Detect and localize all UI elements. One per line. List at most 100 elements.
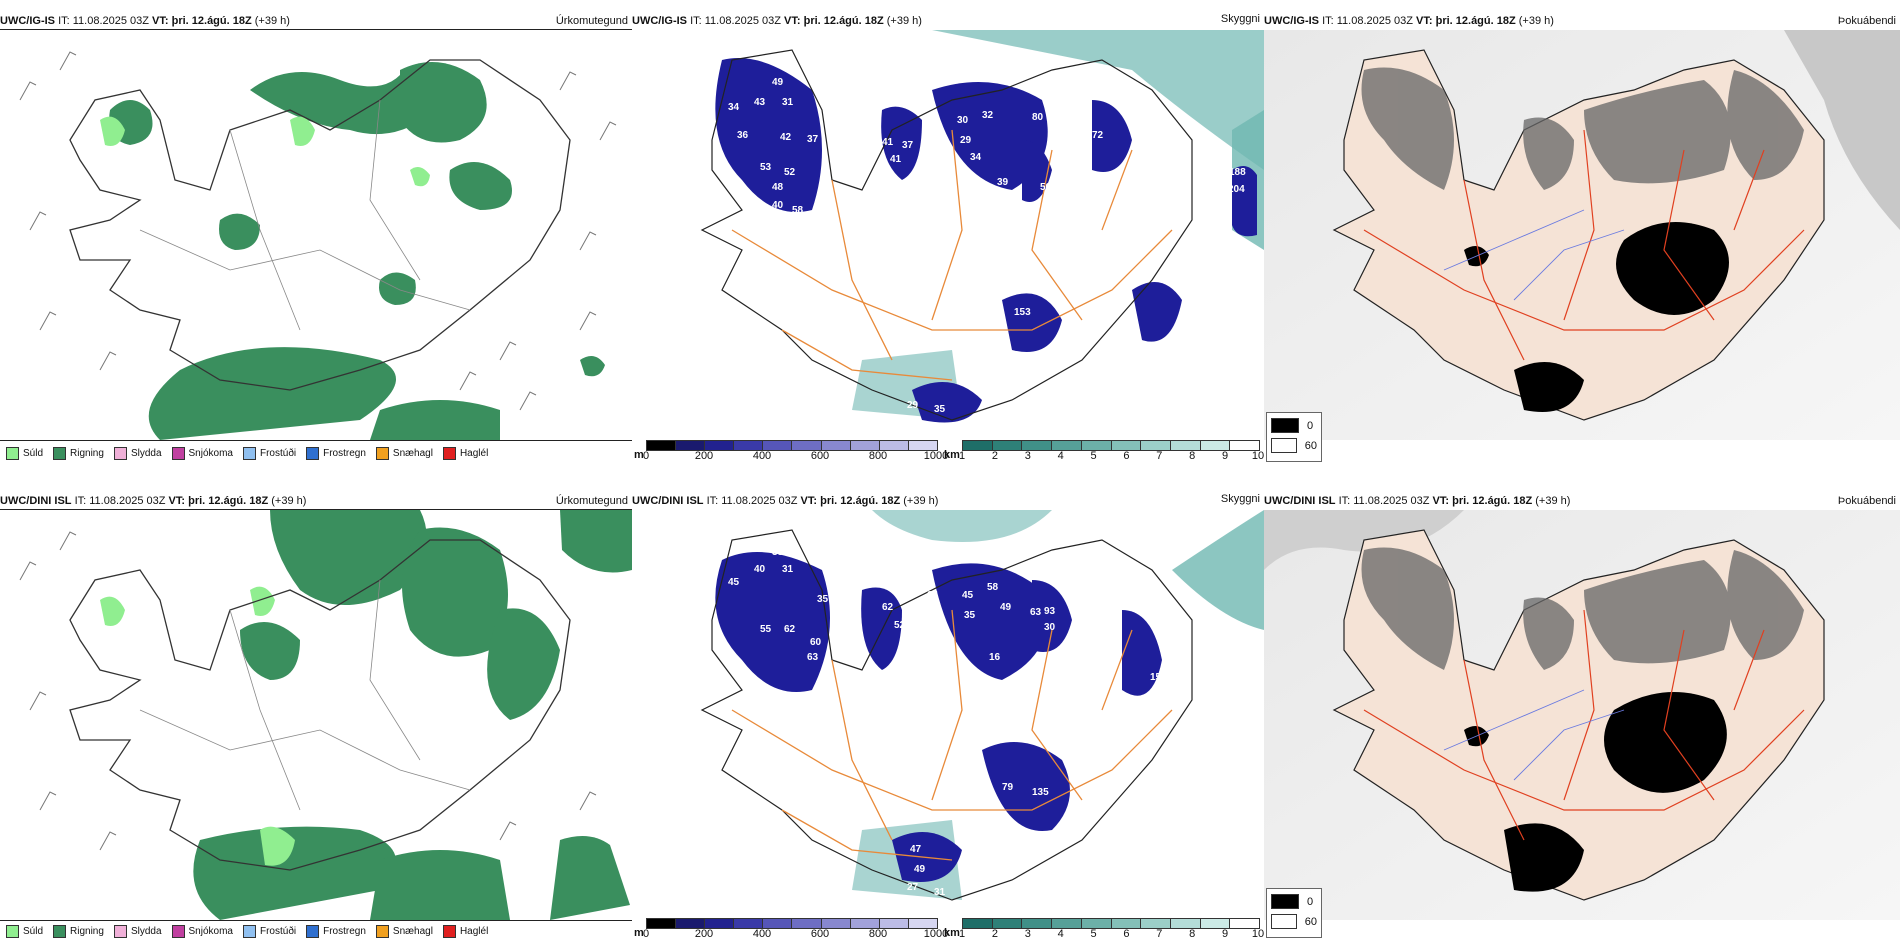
fog-panel-row2: UWC/DINI ISL IT: 11.08.2025 03Z VT: þri.… (1264, 494, 1900, 944)
colorbar-tick-label: 400 (752, 928, 772, 940)
value-label: 135 (1032, 787, 1049, 798)
sky-number-labels: 49 43 31 34 36 42 37 53 52 48 40 58 41 3… (728, 77, 1246, 415)
colorbar-tick-label: 6 (1123, 928, 1130, 940)
fog-panel-row1: UWC/IG-IS IT: 11.08.2025 03Z VT: þri. 12… (1264, 14, 1900, 464)
value-label: 35 (964, 610, 976, 621)
legend-item: Frostregn (306, 924, 366, 938)
value-label: 63 (807, 652, 819, 663)
colorbar-tick-label: 9 (1222, 450, 1229, 462)
value-label: 153 (1014, 307, 1031, 318)
sky-map[interactable]: 35 40 31 45 35 55 62 60 63 62 52 64 45 3… (632, 510, 1264, 920)
lead-time: (+39 h) (1518, 15, 1554, 27)
colorbar-tick-label: 1000 (923, 928, 949, 940)
precip-map[interactable] (0, 509, 633, 921)
init-time: IT: 11.08.2025 03Z (74, 495, 166, 507)
value-label: 55 (760, 624, 772, 635)
colorbar-tick-label: 10 (1251, 928, 1265, 940)
value-label: 79 (1002, 782, 1014, 793)
lead-time: (+39 h) (271, 495, 307, 507)
value-label: 104 (1172, 184, 1189, 195)
fog-legend: 0 60 (1266, 412, 1322, 462)
precip-panel-row2: UWC/DINI ISL IT: 11.08.2025 03Z VT: þri.… (0, 494, 633, 944)
value-label: 72 (1092, 130, 1104, 141)
value-label: 61 (1168, 200, 1180, 211)
drizzle-areas (100, 586, 295, 866)
fog-map[interactable] (1264, 510, 1900, 920)
colorbar-swatch (705, 919, 735, 928)
panel-title: UWC/DINI ISL IT: 11.08.2025 03Z VT: þri.… (0, 494, 632, 508)
colorbar-tick-label: 0 (642, 928, 650, 940)
colorbar-swatch (676, 441, 706, 450)
colorbar-unit: m (634, 449, 644, 461)
init-time: IT: 11.08.2025 03Z (690, 15, 781, 27)
value-label: 34 (970, 152, 982, 163)
cloud-base-colorbar: m 0 200 400 600 800 1000 (634, 918, 948, 941)
value-label: 49 (914, 864, 926, 875)
roads (139, 99, 471, 331)
colorbar-swatch (879, 441, 909, 450)
colorbar-tick-label: 200 (694, 450, 714, 462)
panel-title: UWC/IG-IS IT: 11.08.2025 03Z VT: þri. 12… (1264, 14, 1900, 28)
value-label: 97 (1042, 227, 1054, 238)
colorbar-swatches (962, 440, 1260, 451)
panel-title: UWC/DINI ISL IT: 11.08.2025 03Z VT: þri.… (632, 493, 1264, 508)
colorbar-swatch (850, 441, 880, 450)
colorbar-swatch (1022, 441, 1053, 450)
colorbar-swatch (850, 919, 880, 928)
precip-legend: Súld Rigning Slydda Snjókoma Frostúði Fr… (6, 444, 488, 462)
value-label: 35 (934, 404, 946, 415)
colorbar-swatch (1170, 441, 1201, 450)
value-label: 30 (1044, 622, 1056, 633)
sky-panel-row1: UWC/IG-IS IT: 11.08.2025 03Z VT: þri. 12… (632, 13, 1264, 464)
lead-time: (+39 h) (254, 15, 290, 27)
value-label: 76 (1082, 602, 1094, 613)
colorbar-swatch (1200, 919, 1231, 928)
colorbar-tick-label: 1 (958, 928, 966, 940)
value-label: 62 (784, 624, 796, 635)
value-label: 29 (960, 135, 972, 146)
colorbar-ticks: 0 200 400 600 800 1000 (643, 450, 948, 463)
colorbar-tick-label: 8 (1189, 450, 1196, 462)
colorbar-tick-label: 10 (1251, 450, 1265, 462)
fog-dark-areas (1464, 692, 1727, 892)
value-label: 31 (782, 97, 794, 108)
colorbar-tick-label: 600 (810, 450, 830, 462)
sky-map[interactable]: 49 43 31 34 36 42 37 53 52 48 40 58 41 3… (632, 30, 1264, 440)
model-name: UWC/IG-IS (0, 15, 55, 27)
colorbar-swatch (1200, 441, 1231, 450)
value-label: 37 (902, 140, 914, 151)
colorbar-swatch (792, 919, 822, 928)
value-label: 52 (894, 620, 906, 631)
value-label: 58 (987, 582, 999, 593)
cloud-base-colorbar: m 0 200 400 600 800 1000 (634, 440, 948, 463)
fog-map[interactable] (1264, 30, 1900, 440)
value-label: 29 (1085, 92, 1097, 103)
legend-item: Snæhagl (375, 446, 433, 460)
value-label: 93 (1044, 606, 1056, 617)
value-label: 27 (1162, 137, 1174, 148)
colorbar-ticks: 1 2 3 4 5 6 7 8 9 10 (959, 450, 1264, 463)
valid-time: VT: þri. 12.ágú. 18Z (1432, 495, 1533, 507)
fog-index-shading (1361, 67, 1804, 190)
legend-item: Snæhagl (375, 924, 433, 938)
drizzle-areas (100, 116, 430, 187)
colorbar-swatch (1052, 441, 1082, 450)
low-cloud-areas (715, 58, 1257, 423)
colorbar-swatch (908, 919, 937, 928)
colorbar-tick-label: 5 (1090, 928, 1097, 940)
sky-number-labels: 35 40 31 45 35 55 62 60 63 62 52 64 45 3… (728, 547, 1174, 898)
value-label: 42 (780, 132, 792, 143)
legend-item: Haglél (442, 446, 488, 460)
colorbar-tick-label: 2 (991, 928, 998, 940)
roads (731, 129, 1173, 381)
precip-map[interactable] (0, 29, 633, 441)
colorbar-swatch (879, 919, 909, 928)
colorbar-ticks: 0 200 400 600 800 1000 (642, 928, 948, 941)
colorbar-swatch (1052, 919, 1082, 928)
value-label: 10 (1018, 277, 1030, 288)
value-label: 27 (907, 882, 919, 893)
fog-legend-row: 0 (1271, 418, 1317, 433)
value-label: 204 (1228, 184, 1245, 195)
valid-time: VT: þri. 12.ágú. 18Z (784, 15, 884, 27)
fog-legend-row: 60 (1271, 914, 1317, 929)
